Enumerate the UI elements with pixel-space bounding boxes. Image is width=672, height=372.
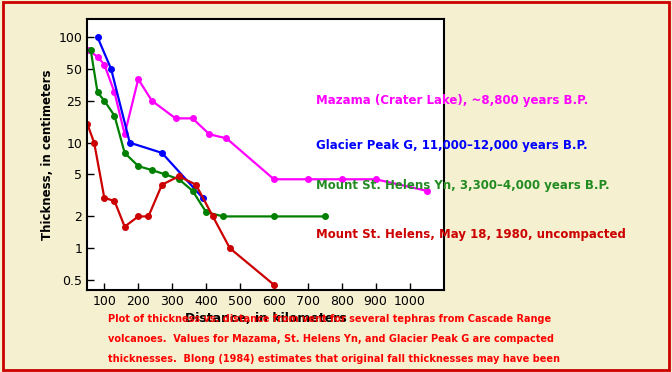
Text: Mount St. Helens, May 18, 1980, uncompacted: Mount St. Helens, May 18, 1980, uncompac…: [316, 228, 626, 241]
Y-axis label: Thickness, in centimeters: Thickness, in centimeters: [42, 69, 54, 240]
Text: volcanoes.  Values for Mazama, St. Helens Yn, and Glacier Peak G are compacted: volcanoes. Values for Mazama, St. Helens…: [108, 334, 554, 344]
Text: Mount St. Helens Yn, 3,300–4,000 years B.P.: Mount St. Helens Yn, 3,300–4,000 years B…: [316, 180, 610, 192]
X-axis label: Distance, in kilometers: Distance, in kilometers: [185, 312, 346, 325]
Text: Mazama (Crater Lake), ~8,800 years B.P.: Mazama (Crater Lake), ~8,800 years B.P.: [316, 94, 588, 107]
Text: Plot of thickness vs. distance from vent for several tephras from Cascade Range: Plot of thickness vs. distance from vent…: [108, 314, 550, 324]
Text: Glacier Peak G, 11,000–12,000 years B.P.: Glacier Peak G, 11,000–12,000 years B.P.: [316, 139, 587, 151]
Text: thicknesses.  Blong (1984) estimates that original fall thicknesses may have bee: thicknesses. Blong (1984) estimates that…: [108, 354, 560, 364]
